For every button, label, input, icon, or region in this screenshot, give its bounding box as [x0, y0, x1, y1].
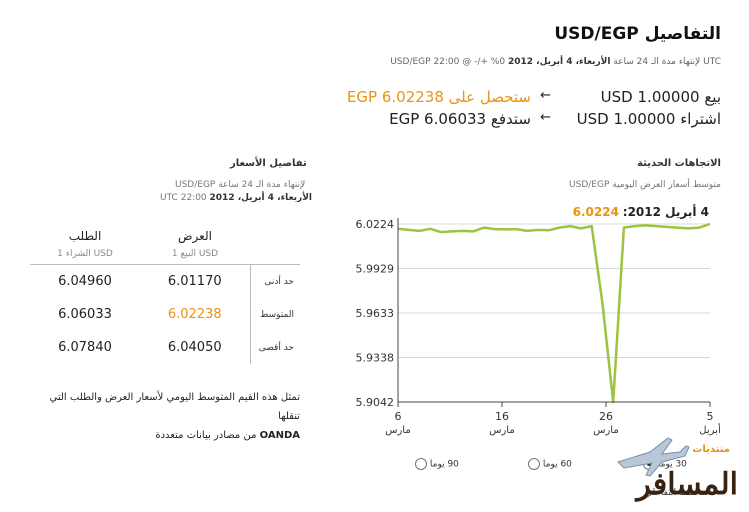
buy-result: ستدفع EGP 6.06033 — [389, 110, 531, 128]
rates-time: 22:00 UTC — [160, 193, 207, 203]
row-label: المتوسط — [249, 298, 300, 331]
trends-heading: الاتجاهات الحديثة — [637, 158, 721, 169]
range-option-60[interactable]: 60 يوما — [525, 458, 572, 470]
range-option-90[interactable]: 90 يوما — [412, 458, 459, 470]
tooltip-value: 6.0224 — [572, 205, 619, 219]
offer-min: 6.01170 — [167, 274, 222, 289]
watermark-logo: منتديات المسافر — [617, 437, 738, 502]
rates-note: تمثل هذه القيم المتوسط اليومي لأسعار الع… — [30, 388, 300, 445]
page-title: USD/EGP التفاصيل — [554, 24, 721, 44]
sell-result-label: ستحصل على — [448, 88, 531, 106]
row-label: حد أقصى — [249, 331, 300, 364]
radio-icon[interactable] — [415, 458, 427, 470]
page-meta: USD/EGP لإنتهاء مدة الـ 24 ساعة الأربعاء… — [390, 57, 721, 67]
offer-max: 6.04050 — [167, 340, 222, 355]
x-tick-month: مارس — [385, 425, 410, 436]
sell-conversion-row: بيع 1.00000 USD ← ستحصل على EGP 6.02238 — [347, 88, 721, 110]
x-tick-month: أبريل — [699, 423, 720, 436]
rates-sub1: USD/EGP لإنتهاء مدة الـ 24 ساعة — [175, 180, 306, 190]
table-row: 6.04960 6.01170 حد أدنى — [30, 264, 300, 298]
y-tick-label: 5.9929 — [356, 263, 395, 276]
x-tick-day: 26 — [599, 410, 613, 423]
note-line2: من مصادر بيانات متعددة — [155, 430, 257, 441]
y-tick-label: 6.0224 — [356, 218, 395, 231]
watermark-small: منتديات — [692, 444, 730, 455]
bid-avg: 6.06033 — [58, 307, 112, 322]
trend-chart[interactable]: 6.0224 5.9929 5.9633 5.9338 5.9042 6 مارس 16 ما… — [340, 210, 720, 450]
airplane-icon — [617, 437, 690, 477]
table-row: 6.06033 6.02238 المتوسط — [30, 298, 300, 331]
x-tick-day: 5 — [707, 410, 714, 423]
left-arrow-icon: ← — [540, 88, 551, 103]
y-tick-label: 5.9338 — [356, 352, 395, 365]
col-offer-sub: البيع 1 USD — [140, 244, 250, 265]
rates-subheader-row: الشراء 1 USD البيع 1 USD — [30, 244, 300, 265]
range-option-label: 60 يوما — [542, 459, 572, 470]
buy-conversion-row: اشتراء 1.00000 USD ← ستدفع EGP 6.06033 — [361, 110, 721, 132]
y-tick-label: 5.9633 — [356, 307, 395, 320]
offer-avg: 6.02238 — [167, 307, 222, 322]
interactive-chart-toggle[interactable]: المخطط التفاعلي — [645, 488, 712, 498]
sell-result-value: EGP 6.02238 — [346, 88, 444, 106]
buy-result-label: ستدفع — [490, 110, 531, 128]
rates-sub2: الأربعاء، 4 أبريل، 2012 22:00 UTC — [160, 193, 312, 203]
chart-series-line — [397, 222, 711, 404]
radio-icon[interactable] — [528, 458, 540, 470]
row-label: حد أدنى — [249, 264, 300, 298]
col-bid-sub: الشراء 1 USD — [30, 244, 140, 265]
x-tick-month: مارس — [593, 425, 618, 436]
meta-prefix: USD/EGP لإنتهاء مدة الـ 24 ساعة — [390, 57, 701, 67]
chart-tooltip: 4 أبريل 2012: 6.0224 — [573, 205, 709, 219]
range-option-label: 30 يوما — [657, 459, 687, 470]
trends-subtitle: USD/EGP متوسط أسعار العرض اليومية — [569, 180, 721, 190]
buy-result-value: EGP 6.06033 — [389, 110, 487, 128]
rates-header-row: الطلب العرض — [30, 228, 300, 244]
note-oanda: OANDA — [259, 430, 300, 441]
watermark-big: المسافر — [634, 467, 738, 502]
rates-heading: تفاصيل الأسعار — [230, 158, 307, 169]
table-row: 6.07840 6.04050 حد أقصى — [30, 331, 300, 364]
sell-amount-label: بيع 1.00000 USD — [600, 88, 721, 106]
meta-suffix: 0% +/- @ 22:00 UTC — [433, 57, 721, 67]
range-option-label: 90 يوما — [429, 459, 459, 470]
col-offer-header: العرض — [178, 229, 212, 243]
meta-date: الأربعاء، 4 أبريل، 2012 — [507, 57, 611, 67]
bid-max: 6.07840 — [58, 340, 112, 355]
buy-amount-label: اشتراء 1.00000 USD — [576, 110, 721, 128]
chart-y-axis: 6.0224 5.9929 5.9633 5.9338 5.9042 — [356, 218, 395, 409]
y-tick-label: 5.9042 — [356, 396, 395, 409]
rates-date: الأربعاء، 4 أبريل، 2012 — [209, 193, 312, 203]
sell-result: ستحصل على EGP 6.02238 — [347, 88, 531, 106]
x-tick-day: 16 — [495, 410, 509, 423]
note-line1: تمثل هذه القيم المتوسط اليومي لأسعار الع… — [49, 392, 300, 422]
left-arrow-icon: ← — [540, 110, 551, 125]
col-bid-header: الطلب — [68, 229, 102, 243]
tooltip-date: 4 أبريل 2012: — [622, 205, 709, 219]
chart-grid — [398, 223, 710, 403]
rates-table: الطلب العرض الشراء 1 USD البيع 1 USD 6.0… — [30, 228, 300, 364]
x-tick-month: مارس — [489, 425, 514, 436]
x-tick-day: 6 — [395, 410, 402, 423]
bid-min: 6.04960 — [58, 274, 112, 289]
